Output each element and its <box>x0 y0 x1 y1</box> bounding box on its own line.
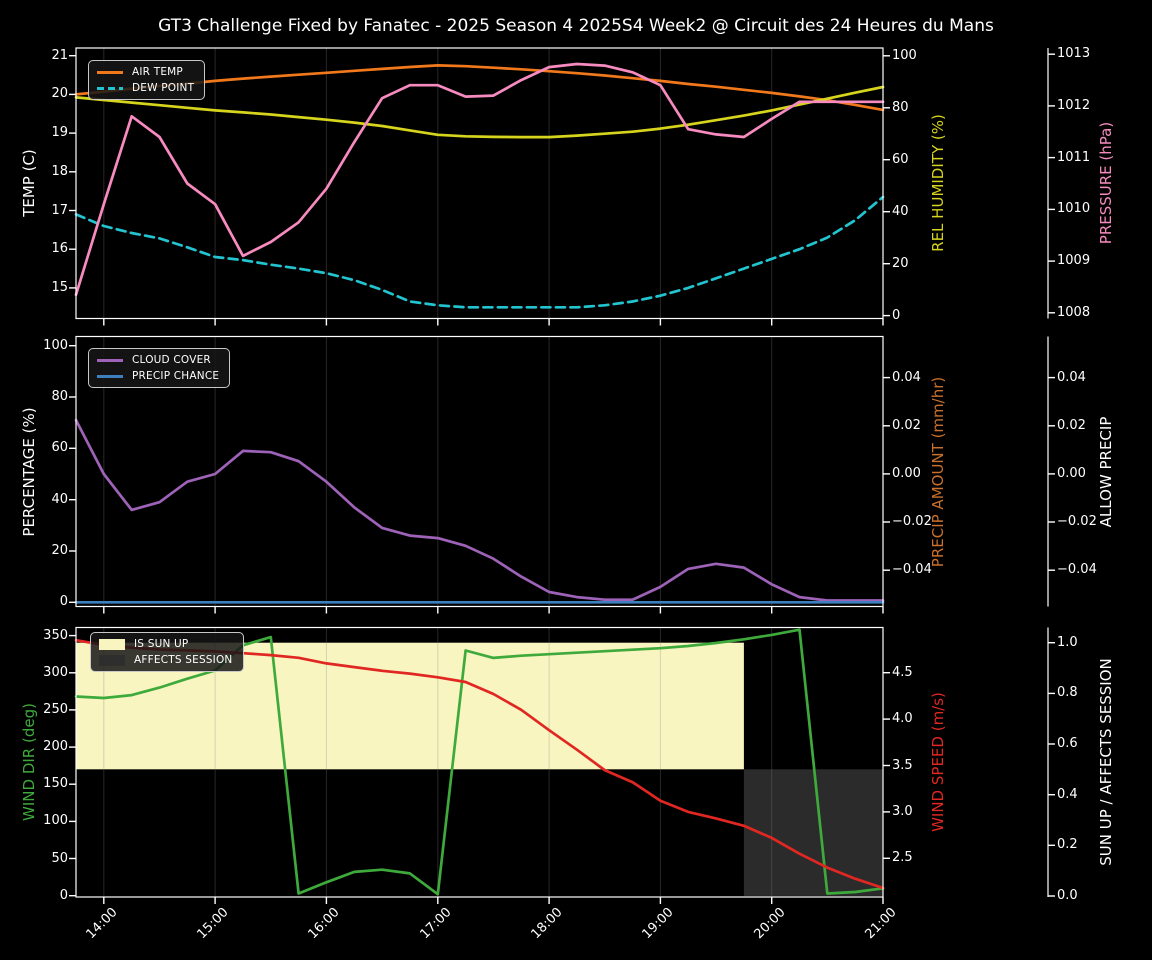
legend-label: CLOUD COVER <box>132 354 211 366</box>
y-tick-label: 0.02 <box>1057 417 1086 433</box>
affects-session-swatch <box>99 654 125 666</box>
wind-dir-deg-axis-title: WIND DIR (deg) <box>20 703 38 822</box>
y-tick-label: 50 <box>51 850 68 866</box>
y-tick-label: 60 <box>51 440 68 456</box>
legend-label: AFFECTS SESSION <box>134 654 233 666</box>
y-tick-label: 2.5 <box>892 850 913 866</box>
y-tick-label: 0.8 <box>1057 685 1078 701</box>
legend-wind: IS SUN UP AFFECTS SESSION <box>90 632 244 672</box>
y-tick-label: 100 <box>892 47 917 63</box>
legend-label: AIR TEMP <box>132 66 183 78</box>
y-tick-label: 0.2 <box>1057 837 1078 853</box>
y-tick-label: 20 <box>51 86 68 102</box>
y-tick-label: 300 <box>43 664 68 680</box>
y-tick-label: 40 <box>51 491 68 507</box>
y-tick-label: 0.0 <box>1057 888 1078 904</box>
pressure-line <box>74 62 885 297</box>
y-tick-label: 350 <box>43 627 68 643</box>
figure-title: GT3 Challenge Fixed by Fanatec - 2025 Se… <box>158 16 994 36</box>
y-tick-label: 150 <box>43 776 68 792</box>
y-tick-label: 0 <box>892 307 901 323</box>
y-tick-label: 18 <box>51 163 68 179</box>
y-tick-label: 250 <box>43 702 68 718</box>
y-tick-label: 1013 <box>1057 46 1091 62</box>
plot-border <box>75 335 884 608</box>
y-tick-label: −0.02 <box>1057 514 1097 530</box>
y-tick-label: 0.00 <box>1057 466 1086 482</box>
y-tick-label: 1008 <box>1057 304 1091 320</box>
y-tick-label: 3.0 <box>892 804 913 820</box>
legend-item-affects-session: AFFECTS SESSION <box>99 653 233 667</box>
wind-speed-m-s-axis-title: WIND SPEED (m/s) <box>929 692 947 833</box>
legend-atmosphere: AIR TEMP DEW POINT <box>88 60 206 100</box>
y-tick-label: 3.5 <box>892 757 913 773</box>
y-tick-label: 60 <box>892 151 909 167</box>
plot-border <box>75 626 884 898</box>
is-sun-up-swatch <box>99 638 125 650</box>
y-tick-label: 100 <box>43 337 68 353</box>
y-tick-label: 0.02 <box>892 417 921 433</box>
y-tick-label: 16 <box>51 241 68 257</box>
rel-humidity-axis-title: REL HUMIDITY (%) <box>929 114 947 253</box>
legend-item-dew-point: DEW POINT <box>97 81 194 95</box>
dew-point-swatch <box>97 86 123 90</box>
cloud-cover-swatch <box>97 358 123 362</box>
legend-label: PRECIP CHANCE <box>132 370 220 382</box>
y-tick-label: 40 <box>892 203 909 219</box>
y-tick-label: 80 <box>51 389 68 405</box>
y-tick-label: 0.04 <box>892 369 921 385</box>
y-tick-label: 0.00 <box>892 466 921 482</box>
legend-label: DEW POINT <box>132 82 195 94</box>
y-tick-label: −0.04 <box>1057 562 1097 578</box>
air-temp-swatch <box>97 70 123 74</box>
y-tick-label: 20 <box>51 543 68 559</box>
legend-label: IS SUN UP <box>134 638 189 650</box>
legend-precipitation: CLOUD COVER PRECIP CHANCE <box>88 348 231 388</box>
affects-session-band <box>743 769 883 896</box>
sun-up-affects-session-axis-title: SUN UP / AFFECTS SESSION <box>1097 658 1115 867</box>
legend-item-cloud-cover: CLOUD COVER <box>97 353 219 367</box>
y-tick-label: 1010 <box>1057 201 1091 217</box>
allow-precip-axis-title: ALLOW PRECIP <box>1097 416 1115 527</box>
y-tick-label: 20 <box>892 255 909 271</box>
pressure-hpa-axis-title: PRESSURE (hPa) <box>1097 122 1115 245</box>
y-tick-label: 0.04 <box>1057 369 1086 385</box>
y-tick-label: 80 <box>892 99 909 115</box>
precip-chance-swatch <box>97 374 123 378</box>
y-tick-label: 4.5 <box>892 664 913 680</box>
y-tick-label: 0.6 <box>1057 736 1078 752</box>
precip-amount-mm-hr-axis-title: PRECIP AMOUNT (mm/hr) <box>929 376 947 567</box>
y-tick-label: 15 <box>51 280 68 296</box>
y-tick-label: 0 <box>59 887 68 903</box>
air-temp-line <box>74 64 885 112</box>
legend-item-precip-chance: PRECIP CHANCE <box>97 369 219 383</box>
y-tick-label: 1.0 <box>1057 634 1078 650</box>
temp-c-axis-title: TEMP (C) <box>20 149 38 218</box>
rel-humidity-line <box>74 85 885 139</box>
percentage-axis-title: PERCENTAGE (%) <box>20 406 38 537</box>
y-tick-label: 0 <box>59 594 68 610</box>
y-tick-label: 4.0 <box>892 711 913 727</box>
y-tick-label: 21 <box>51 47 68 63</box>
dew-point-line <box>74 195 885 309</box>
y-tick-label: 1009 <box>1057 253 1091 269</box>
y-tick-label: −0.04 <box>892 562 932 578</box>
legend-item-air-temp: AIR TEMP <box>97 65 194 79</box>
y-tick-label: −0.02 <box>892 514 932 530</box>
y-tick-label: 1011 <box>1057 149 1091 165</box>
y-tick-label: 200 <box>43 739 68 755</box>
y-tick-label: 100 <box>43 813 68 829</box>
plot-border <box>75 47 884 320</box>
y-tick-label: 17 <box>51 202 68 218</box>
y-tick-label: 19 <box>51 125 68 141</box>
y-tick-label: 0.4 <box>1057 786 1078 802</box>
cloud-cover-line <box>74 418 885 602</box>
legend-item-is-sun-up: IS SUN UP <box>99 637 233 651</box>
y-tick-label: 1012 <box>1057 98 1091 114</box>
